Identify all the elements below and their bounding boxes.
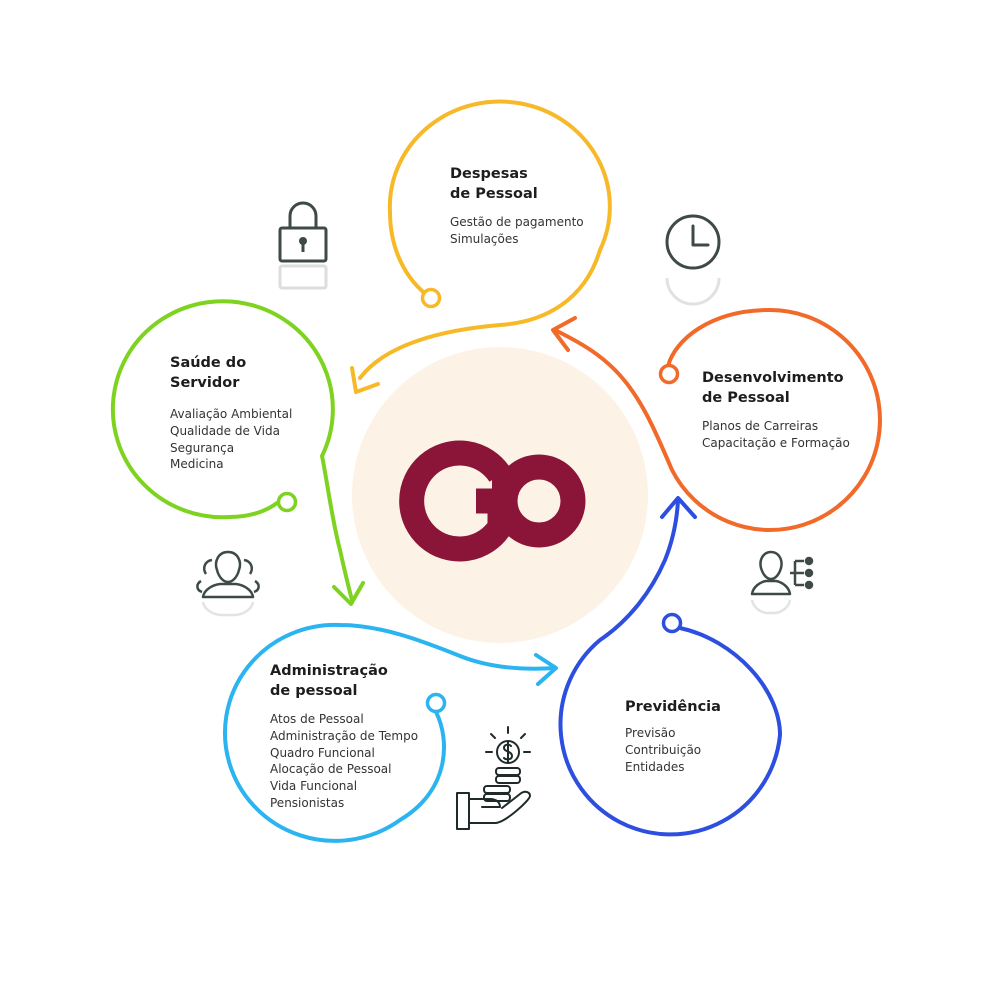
administracao-item: Quadro Funcional: [270, 745, 375, 760]
node-desenvolvimento: [551, 307, 882, 532]
desenvolvimento-items: Planos de Carreiras Capacitação e Formaç…: [702, 418, 850, 452]
desenvolvimento-title: Desenvolvimento de Pessoal: [702, 370, 844, 406]
administracao-item: Alocação de Pessoal: [270, 762, 392, 777]
user-network-icon: [750, 550, 814, 596]
desenvolvimento-item: Capacitação e Formação: [702, 435, 850, 450]
lock-icon: [278, 201, 328, 263]
despesas-title: Despesas de Pessoal: [450, 166, 538, 202]
administracao-loop: [223, 622, 557, 843]
despesas-loop: [358, 99, 612, 380]
money-hand-icon: [456, 726, 531, 830]
previdencia-items: Previsão Contribuição Entidades: [625, 725, 721, 775]
saude-item: Medicina: [170, 457, 224, 472]
previdencia-end-dot: [661, 612, 683, 634]
administracao-title: Administração de pessoal: [270, 663, 388, 699]
previdencia-arrowhead: [660, 496, 697, 519]
previdencia-item: Entidades: [625, 759, 685, 774]
administracao-item: Atos de Pessoal: [270, 712, 364, 726]
despesas-item: Simulações: [450, 231, 519, 246]
despesas-arrowhead: [350, 366, 380, 394]
despesas-item: Gestão de pagamento: [450, 215, 584, 229]
node-saude: [110, 299, 365, 606]
desenvolvimento-label: Desenvolvimento de Pessoal Planos de Car…: [702, 368, 850, 452]
previdencia-title: Previdência: [625, 699, 721, 715]
previdencia-label: Previdência Previsão Contribuição Entida…: [625, 697, 721, 775]
saude-item: Segurança: [170, 440, 235, 455]
clock-icon-reflection: [665, 277, 721, 306]
previdencia-item: Previsão: [625, 726, 676, 740]
desenvolvimento-arrowhead: [551, 316, 577, 352]
saude-title: Saúde do Servidor: [170, 355, 247, 391]
administracao-item: Administração de Tempo: [270, 728, 419, 743]
go-logo: [399, 440, 586, 562]
saude-end-dot: [276, 491, 298, 513]
despesas-label: Despesas de Pessoal Gestão de pagamento …: [450, 164, 584, 248]
users-icon-reflection: [201, 601, 255, 617]
saude-items: Avaliação Ambiental Qualidade de Vida Se…: [170, 406, 292, 473]
previdencia-item: Contribuição: [625, 742, 702, 757]
user-network-icon-reflection: [750, 599, 792, 615]
administracao-item: Vida Funcional: [270, 779, 358, 794]
node-administracao: [223, 622, 558, 843]
saude-arrowhead: [332, 581, 365, 606]
administracao-label: Administração de pessoal Atos de Pessoal…: [270, 661, 418, 812]
administracao-item: Pensionistas: [270, 795, 345, 810]
administracao-end-dot: [425, 692, 447, 714]
administracao-items: Atos de Pessoal Administração de Tempo Q…: [270, 711, 418, 812]
desenvolvimento-item: Planos de Carreiras: [702, 419, 819, 433]
desenvolvimento-end-dot: [658, 363, 680, 385]
saude-label: Saúde do Servidor Avaliação Ambiental Qu…: [170, 353, 292, 473]
lock-icon-reflection: [278, 264, 328, 290]
administracao-arrowhead: [534, 653, 558, 686]
previdencia-loop: [558, 498, 783, 837]
users-icon: [196, 550, 260, 599]
saude-item: Qualidade de Vida: [170, 423, 280, 438]
despesas-end-dot: [420, 287, 442, 309]
saude-item: Avaliação Ambiental: [170, 407, 293, 421]
node-despesas: [350, 99, 612, 394]
clock-icon: [665, 214, 721, 270]
desenvolvimento-loop: [553, 307, 882, 532]
node-previdencia: [558, 496, 783, 837]
saude-loop: [110, 299, 354, 602]
despesas-items: Gestão de pagamento Simulações: [450, 214, 584, 248]
